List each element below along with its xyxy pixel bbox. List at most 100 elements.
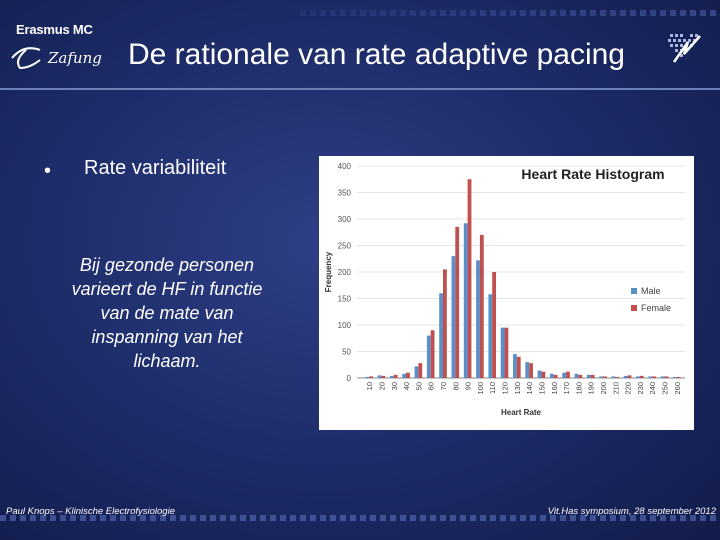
decor-square [310, 515, 316, 521]
x-tick-label: 10 [365, 382, 374, 390]
decor-square [420, 515, 426, 521]
decor-square [580, 10, 586, 16]
decor-square [490, 10, 496, 16]
decor-square [330, 10, 336, 16]
decor-square [410, 515, 416, 521]
decor-square [660, 515, 666, 521]
bar-male-120 [500, 327, 505, 378]
logo-script: Zafung [11, 47, 102, 70]
decor-square [300, 515, 306, 521]
decor-square [480, 10, 486, 16]
decor-square [230, 515, 236, 521]
x-tick-label: 150 [537, 382, 546, 395]
decor-square [180, 515, 186, 521]
y-tick-label: 50 [342, 348, 351, 357]
decor-square [600, 515, 606, 521]
decor-square [450, 10, 456, 16]
decor-square [550, 10, 556, 16]
decor-square [260, 515, 266, 521]
bar-male-110 [488, 294, 493, 378]
bar-female-190 [590, 374, 595, 378]
decor-square [270, 515, 276, 521]
decor-square [640, 515, 646, 521]
bar-male-100 [476, 260, 480, 378]
decor-square [710, 515, 716, 521]
decor-square [360, 515, 366, 521]
decor-square [190, 515, 196, 521]
x-tick-label: 160 [550, 382, 559, 395]
bar-female-210 [615, 376, 620, 378]
bar-female-70 [443, 269, 447, 378]
x-tick-label: 40 [402, 382, 411, 390]
bar-male-20 [377, 375, 382, 378]
decor-square [640, 10, 646, 16]
decor-square [330, 515, 336, 521]
bar-male-130 [513, 354, 517, 378]
decor-square [540, 515, 546, 521]
decor-square [390, 10, 396, 16]
legend-label: Female [641, 303, 671, 313]
bar-male-40 [402, 373, 407, 378]
page-title: De rationale van rate adaptive pacing [128, 38, 625, 71]
decor-square [540, 10, 546, 16]
decor-square [250, 515, 256, 521]
decor-square [40, 515, 46, 521]
decorative-square-strip-top [300, 10, 716, 16]
decor-square [610, 10, 616, 16]
x-tick-label: 110 [488, 382, 497, 394]
slide-header: Erasmus MC Zafung De rationale van rate … [0, 0, 720, 92]
x-tick-label: 260 [673, 382, 682, 395]
x-tick-label: 60 [427, 382, 436, 390]
y-tick-label: 150 [338, 295, 352, 304]
decor-square [530, 10, 536, 16]
x-tick-label: 120 [501, 382, 510, 395]
decor-square [400, 10, 406, 16]
bar-female-220 [627, 375, 632, 378]
legend-label: Male [641, 286, 661, 296]
decor-square [160, 515, 166, 521]
bar-female-230 [639, 375, 644, 378]
decor-square [380, 10, 386, 16]
decor-square [290, 515, 296, 521]
bar-male-90 [463, 223, 468, 378]
decor-square [510, 10, 516, 16]
bar-male-50 [414, 366, 419, 378]
legend-swatch [631, 288, 637, 294]
decor-square [60, 515, 66, 521]
italic-note: Bij gezonde personen varieert de HF in f… [71, 255, 263, 371]
bar-female-100 [479, 234, 484, 378]
y-tick-label: 300 [338, 215, 352, 224]
y-tick-label: 0 [347, 374, 352, 383]
x-tick-label: 140 [525, 382, 534, 395]
y-tick-label: 350 [338, 189, 352, 198]
chart-title: Heart Rate Histogram [521, 166, 664, 182]
decor-square [620, 515, 626, 521]
decor-square [520, 515, 526, 521]
bar-male-230 [636, 376, 640, 378]
bar-male-250 [660, 376, 665, 378]
bar-female-170 [566, 371, 570, 378]
x-tick-label: 50 [414, 382, 423, 390]
footer-event: Vit.Has symposium, 28 september 2012 [547, 506, 716, 517]
decor-square [460, 10, 466, 16]
bar-male-80 [451, 256, 456, 378]
bar-female-200 [603, 376, 607, 378]
bullet-symbol: • [44, 160, 52, 182]
decor-square [600, 10, 606, 16]
decor-square [650, 515, 656, 521]
decor-square [710, 10, 716, 16]
bar-male-260 [673, 376, 677, 378]
decor-square [670, 10, 676, 16]
decor-square [20, 515, 26, 521]
x-tick-label: 20 [377, 382, 386, 390]
decor-square [630, 10, 636, 16]
decor-square [320, 10, 326, 16]
title-divider [0, 88, 720, 90]
decor-square [450, 515, 456, 521]
bar-female-20 [381, 375, 386, 378]
bar-female-120 [504, 327, 509, 378]
decor-square [560, 515, 566, 521]
x-tick-label: 210 [611, 382, 620, 395]
decor-square [690, 10, 696, 16]
decor-square [700, 10, 706, 16]
